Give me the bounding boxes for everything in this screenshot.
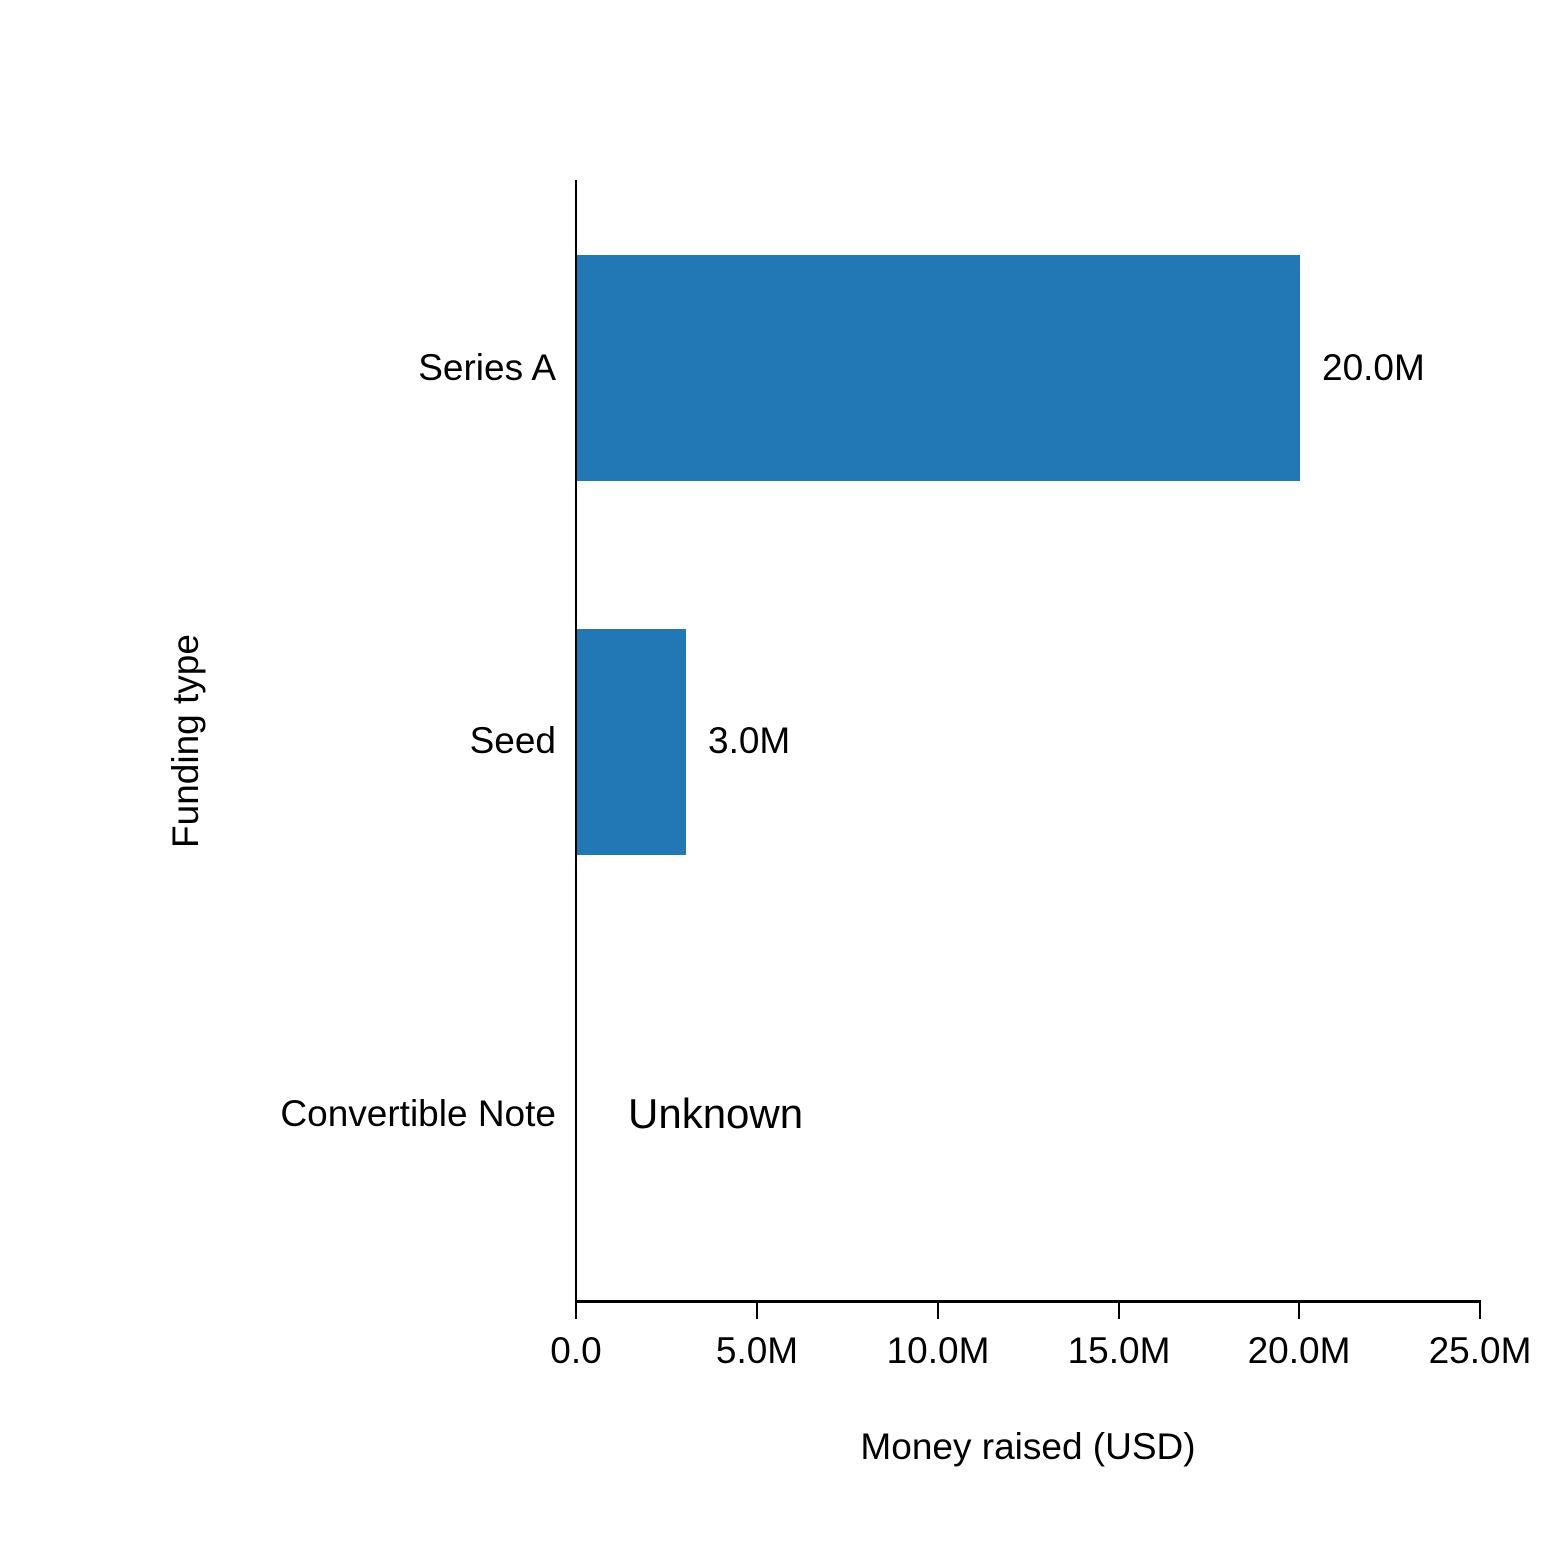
x-tick: [1298, 1302, 1300, 1319]
value-label-series-a: 20.0M: [1322, 347, 1425, 388]
bar-series-a: [577, 255, 1300, 481]
x-tick: [1479, 1302, 1481, 1319]
x-tick-label: 10.0M: [886, 1330, 990, 1371]
category-label-seed: Seed: [469, 720, 556, 761]
value-label-seed: 3.0M: [708, 720, 791, 761]
x-tick-label: 15.0M: [1067, 1330, 1171, 1371]
x-tick-label: 0.0: [550, 1330, 602, 1371]
x-tick-label: 5.0M: [715, 1330, 799, 1371]
x-tick: [937, 1302, 939, 1319]
x-tick-label: 20.0M: [1247, 1330, 1351, 1371]
x-tick-label: 25.0M: [1428, 1330, 1532, 1371]
x-axis-line: [575, 1300, 1481, 1303]
x-tick: [1118, 1302, 1120, 1319]
value-label-convertible-note: Unknown: [628, 1090, 804, 1137]
x-tick: [756, 1302, 758, 1319]
x-tick: [575, 1302, 577, 1319]
y-axis-line: [575, 180, 577, 1303]
x-axis-title: Money raised (USD): [860, 1426, 1196, 1467]
y-axis-title: Funding type: [165, 634, 206, 848]
category-label-convertible-note: Convertible Note: [280, 1093, 556, 1134]
bar-seed: [577, 629, 686, 855]
category-label-series-a: Series A: [418, 347, 556, 388]
